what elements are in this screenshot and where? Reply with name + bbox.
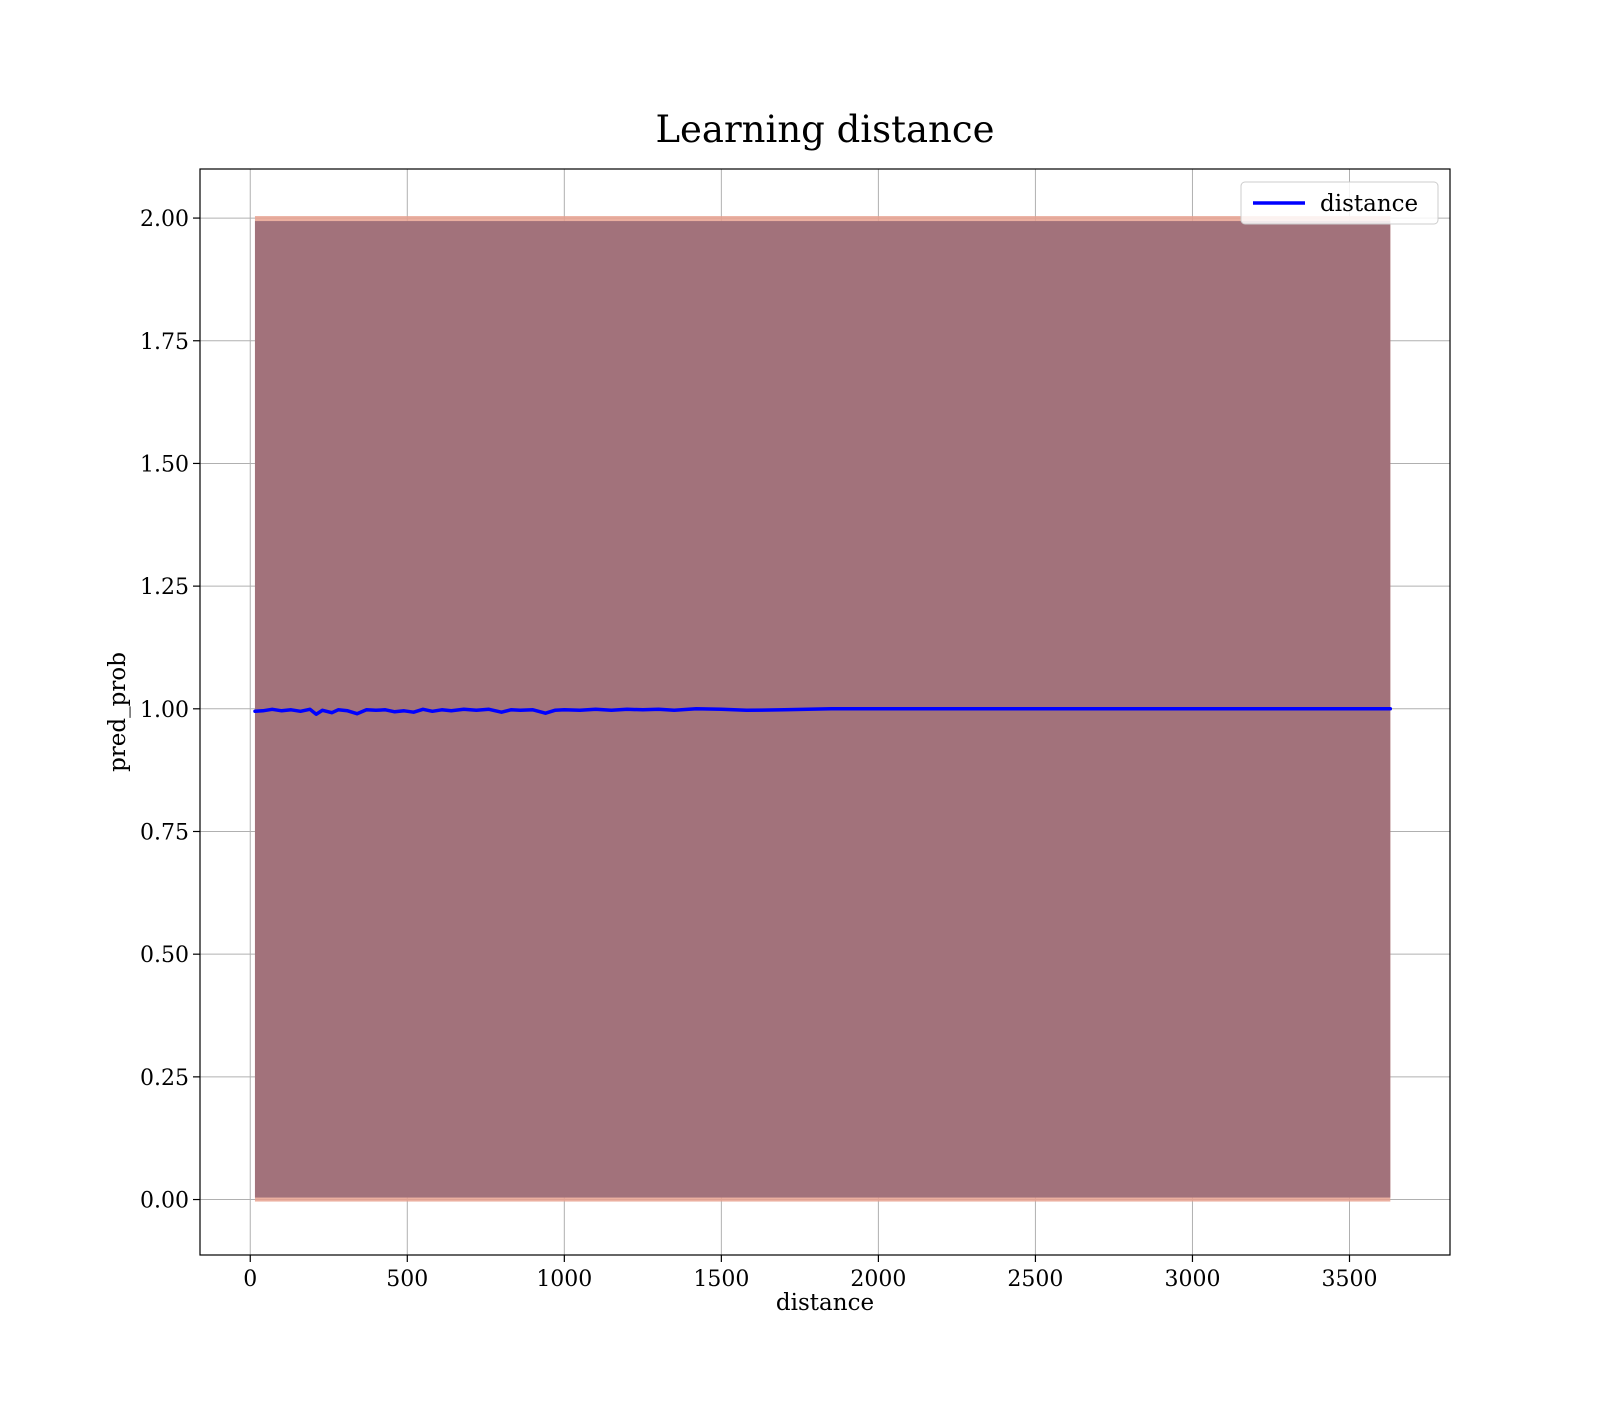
legend-box <box>1240 181 1439 225</box>
plot-frame <box>199 168 1451 1256</box>
x-tick-label: 1500 <box>693 1267 749 1292</box>
x-tick-label: 3500 <box>1321 1267 1377 1292</box>
y-tick-label: 1.00 <box>140 698 189 723</box>
axis-ticks: 0 500 1000 1500 2000 2500 3000 3500 0.00 0.25 0.50… <box>140 207 1377 1292</box>
y-tick-label: 2.00 <box>140 207 189 232</box>
x-tick-label: 2000 <box>850 1267 906 1292</box>
x-tick-label: 500 <box>386 1267 428 1292</box>
y-tick-label: 0.00 <box>140 1189 189 1214</box>
y-tick-label: 1.75 <box>140 330 189 355</box>
x-tick-label: 1000 <box>536 1267 592 1292</box>
legend-label-distance: distance <box>1320 191 1418 217</box>
x-tick-label: 2500 <box>1007 1267 1063 1292</box>
series-lines <box>253 707 1393 716</box>
y-tick-label: 0.75 <box>140 820 189 845</box>
series-line-distance <box>253 707 1393 716</box>
y-tick-label: 1.50 <box>140 452 189 477</box>
chart-title: Learning distance <box>655 108 994 151</box>
y-tick-label: 1.25 <box>140 575 189 600</box>
x-tick-label: 0 <box>243 1267 257 1292</box>
y-tick-label: 0.50 <box>140 943 189 968</box>
x-axis-label: distance <box>776 1290 874 1316</box>
x-tick-label: 3000 <box>1164 1267 1220 1292</box>
legend: distance <box>1240 181 1439 225</box>
y-axis-label: pred_prob <box>105 652 131 772</box>
y-tick-label: 0.25 <box>140 1066 189 1091</box>
